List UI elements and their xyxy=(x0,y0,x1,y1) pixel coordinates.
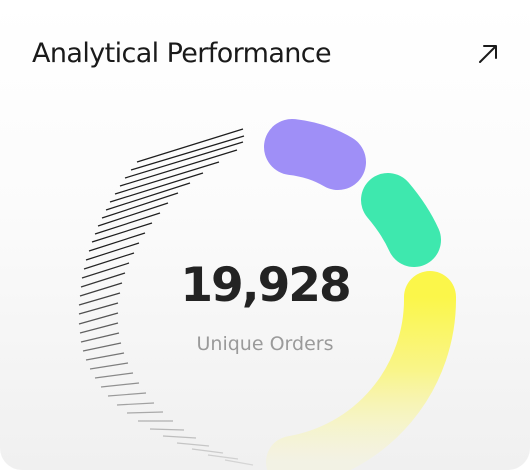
arrow-up-right-icon xyxy=(472,38,504,70)
card-title: Analytical Performance xyxy=(32,38,331,69)
unique-orders-label: Unique Orders xyxy=(115,333,415,355)
segment-purple xyxy=(292,147,338,162)
unique-orders-value: 19,928 xyxy=(115,258,415,313)
segment-green xyxy=(388,200,414,240)
expand-button[interactable] xyxy=(472,38,504,70)
segment-yellow xyxy=(292,297,430,462)
